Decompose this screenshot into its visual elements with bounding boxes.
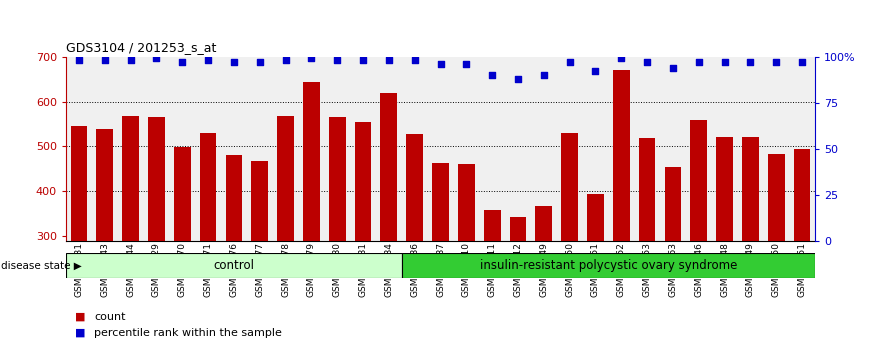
Bar	[639, 138, 655, 241]
Point	[640, 59, 654, 65]
Point	[408, 57, 422, 63]
Point	[717, 59, 731, 65]
Point	[614, 56, 628, 61]
Bar	[742, 137, 759, 241]
Bar	[355, 122, 372, 241]
Text: count: count	[94, 312, 126, 322]
Bar	[174, 147, 190, 241]
Bar	[716, 137, 733, 241]
Point	[150, 56, 164, 61]
Point	[769, 59, 783, 65]
Point	[563, 59, 577, 65]
Bar	[536, 206, 552, 241]
Bar	[200, 133, 217, 241]
Bar	[278, 116, 294, 241]
Bar	[226, 155, 242, 241]
Point	[433, 61, 448, 67]
Bar	[251, 161, 268, 241]
Bar	[664, 167, 681, 241]
Text: ■: ■	[75, 328, 85, 338]
Bar	[70, 126, 87, 241]
Point	[72, 57, 86, 63]
Point	[175, 59, 189, 65]
Bar	[402, 253, 815, 278]
Bar	[587, 194, 603, 241]
Point	[123, 57, 137, 63]
Bar	[381, 92, 397, 241]
Point	[459, 61, 473, 67]
Bar	[96, 129, 113, 241]
Bar	[148, 117, 165, 241]
Bar	[122, 116, 139, 241]
Point	[692, 59, 706, 65]
Bar	[66, 253, 402, 278]
Point	[511, 76, 525, 81]
Point	[330, 57, 344, 63]
Point	[201, 57, 215, 63]
Point	[589, 69, 603, 74]
Bar	[613, 70, 630, 241]
Text: insulin-resistant polycystic ovary syndrome: insulin-resistant polycystic ovary syndr…	[479, 259, 737, 272]
Bar	[406, 134, 423, 241]
Point	[666, 65, 680, 70]
Bar	[484, 210, 500, 241]
Bar	[329, 117, 345, 241]
Point	[278, 57, 292, 63]
Text: disease state ▶: disease state ▶	[1, 261, 82, 270]
Bar	[458, 164, 475, 241]
Point	[795, 59, 809, 65]
Text: GDS3104 / 201253_s_at: GDS3104 / 201253_s_at	[66, 41, 217, 54]
Text: ■: ■	[75, 312, 85, 322]
Point	[537, 72, 551, 78]
Text: percentile rank within the sample: percentile rank within the sample	[94, 328, 282, 338]
Bar	[432, 163, 449, 241]
Point	[98, 57, 112, 63]
Bar	[303, 82, 320, 241]
Point	[253, 59, 267, 65]
Point	[227, 59, 241, 65]
Point	[744, 59, 758, 65]
Bar	[561, 133, 578, 241]
Bar	[691, 120, 707, 241]
Text: control: control	[213, 259, 255, 272]
Bar	[509, 217, 526, 241]
Point	[381, 57, 396, 63]
Point	[304, 56, 318, 61]
Point	[485, 72, 500, 78]
Point	[356, 57, 370, 63]
Bar	[768, 154, 785, 241]
Bar	[794, 149, 811, 241]
